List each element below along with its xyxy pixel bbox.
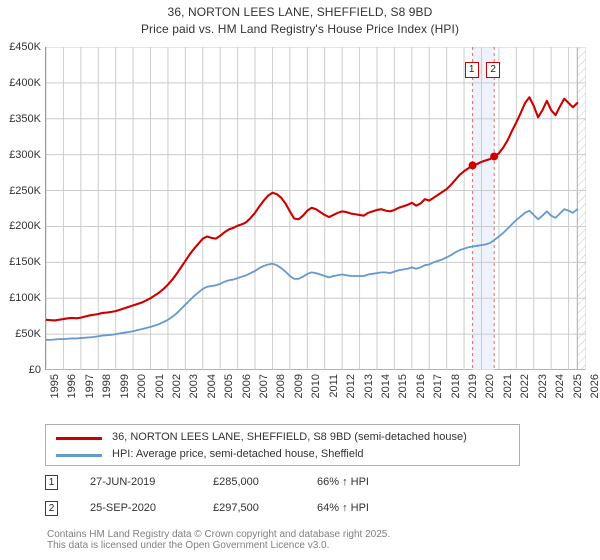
x-axis-tick-label: 1999 (118, 374, 131, 399)
x-axis-tick-label: 2008 (275, 374, 288, 399)
x-axis-tick-label: 2007 (258, 374, 271, 399)
txn-index-badge-1: 1 (45, 475, 58, 490)
y-axis-tick-label: £350K (9, 112, 41, 125)
legend-item-hpi: HPI: Average price, semi-detached house,… (46, 447, 519, 464)
transactions-table: 1 27-JUN-2019 £285,000 66% ↑ HPI 2 25-SE… (45, 474, 515, 526)
chart-plot-area (45, 47, 586, 370)
txn-date-1: 27-JUN-2019 (90, 476, 156, 488)
x-axis-tick-label: 2002 (170, 374, 183, 399)
x-axis-tick-label: 2000 (136, 374, 149, 399)
footer-line-2: This data is licensed under the Open Gov… (47, 540, 330, 551)
x-axis-tick-label: 1995 (49, 374, 61, 399)
future-projection-band (576, 47, 586, 370)
chart-gridlines (46, 47, 586, 370)
txn-hpi-delta-2: 64% ↑ HPI (317, 502, 369, 514)
legend-label-price: 36, NORTON LEES LANE, SHEFFIELD, S8 9BD … (112, 431, 467, 443)
x-axis-tick-label: 2011 (327, 374, 340, 398)
y-axis-tick-label: £150K (9, 256, 41, 269)
txn-price-1: £285,000 (213, 476, 259, 488)
txn-price-2: £297,500 (213, 502, 259, 514)
x-axis-tick-label: 2018 (449, 374, 462, 399)
y-axis-tick-label: £200K (9, 220, 41, 233)
x-axis-tick-label: 2013 (362, 374, 375, 399)
y-axis-tick-label: £400K (9, 76, 41, 89)
x-axis-tick-label: 2003 (188, 374, 201, 399)
x-axis-tick-label: 2022 (519, 374, 532, 399)
x-axis-tick-label: 2024 (554, 374, 567, 399)
page-title: 36, NORTON LEES LANE, SHEFFIELD, S8 9BD … (0, 4, 600, 38)
y-axis-tick-label: £0 (28, 364, 41, 376)
x-axis-tick-label: 2006 (240, 374, 253, 399)
x-axis-tick-label: 2010 (310, 374, 323, 399)
x-axis-tick-label: 2023 (536, 374, 549, 399)
x-axis-tick-label: 2009 (292, 374, 305, 399)
transaction-point-markers (468, 152, 499, 170)
x-axis-tick-label: 1998 (101, 374, 114, 399)
legend-swatch-price (56, 437, 102, 440)
x-axis-tick-label: 2019 (467, 374, 480, 399)
x-axis-tick-label: 2025 (571, 374, 584, 399)
x-axis-tick-label: 2016 (414, 374, 427, 399)
txn-hpi-delta-1: 66% ↑ HPI (317, 476, 369, 488)
x-axis-tick-label: 2017 (432, 374, 445, 399)
x-axis-tick-label: 1997 (83, 374, 96, 399)
series-line-hpi (46, 208, 579, 341)
legend-label-hpi: HPI: Average price, semi-detached house,… (112, 448, 364, 460)
txn-index-badge-2: 2 (45, 501, 58, 516)
y-axis-tick-label: £300K (9, 148, 41, 161)
x-axis-tick-label: 2005 (223, 374, 236, 399)
txn-date-2: 25-SEP-2020 (90, 502, 157, 514)
y-axis-tick-label: £450K (9, 41, 41, 53)
legend-item-price: 36, NORTON LEES LANE, SHEFFIELD, S8 9BD … (46, 430, 519, 447)
table-row: 1 27-JUN-2019 £285,000 66% ↑ HPI (45, 474, 515, 500)
y-axis-tick-label: £250K (9, 184, 41, 197)
title-line-2: Price paid vs. HM Land Registry's House … (140, 22, 460, 36)
title-line-1: 36, NORTON LEES LANE, SHEFFIELD, S8 9BD (167, 5, 433, 19)
x-axis-tick-label: 2004 (205, 374, 218, 399)
x-axis-tick-label: 2020 (484, 374, 497, 399)
marker-flag-2: 2 (486, 62, 501, 78)
y-axis-tick-label: £50K (15, 328, 41, 341)
x-axis-tick-label: 2015 (397, 374, 410, 399)
table-row: 2 25-SEP-2020 £297,500 64% ↑ HPI (45, 500, 515, 526)
chart-svg (46, 47, 586, 370)
footer-attribution: Contains HM Land Registry data © Crown c… (47, 529, 587, 551)
x-axis-tick-label: 2026 (589, 374, 600, 399)
footer-line-1: Contains HM Land Registry data © Crown c… (47, 529, 391, 540)
transaction-highlight-band (472, 47, 495, 370)
x-axis-tick-label: 2021 (501, 374, 514, 399)
series-line-price (46, 96, 579, 322)
y-axis-tick-label: £100K (9, 292, 41, 305)
x-axis-tick-label: 2001 (153, 374, 166, 399)
chart-legend: 36, NORTON LEES LANE, SHEFFIELD, S8 9BD … (45, 424, 520, 466)
x-axis-tick-label: 1996 (66, 374, 79, 399)
x-axis-tick-label: 2012 (345, 374, 358, 399)
marker-flag-1: 1 (464, 62, 479, 78)
x-axis-tick-label: 2014 (379, 374, 392, 399)
legend-swatch-hpi (56, 454, 102, 457)
